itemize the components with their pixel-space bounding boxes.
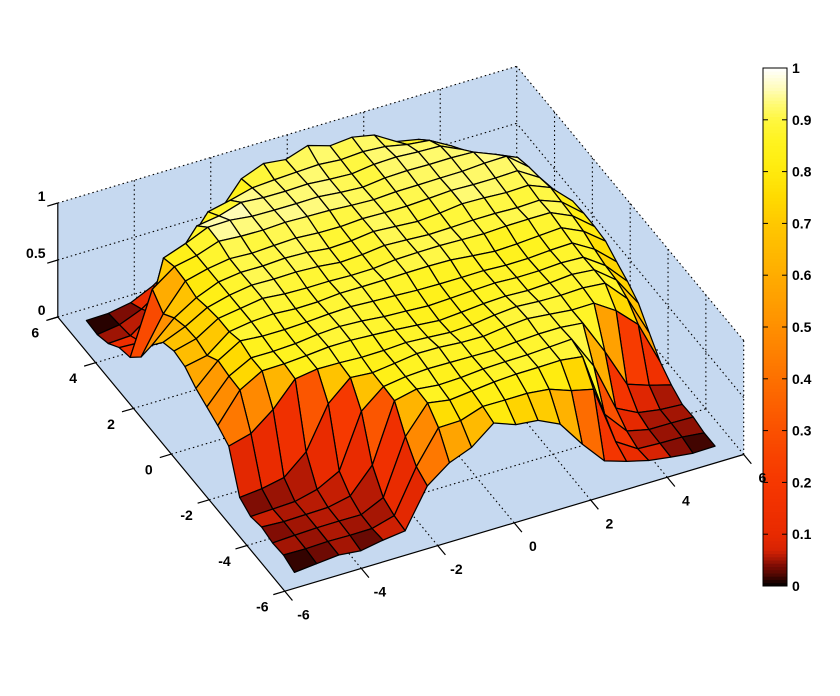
svg-text:4: 4 — [682, 493, 690, 509]
svg-text:0.4: 0.4 — [792, 371, 812, 387]
svg-text:2: 2 — [606, 515, 614, 531]
svg-text:0.1: 0.1 — [792, 526, 812, 542]
svg-text:0.5: 0.5 — [26, 245, 46, 261]
svg-text:0.6: 0.6 — [792, 267, 812, 283]
svg-text:0.9: 0.9 — [792, 112, 812, 128]
svg-text:-2: -2 — [450, 561, 463, 577]
svg-text:-6: -6 — [297, 606, 310, 622]
svg-text:2: 2 — [107, 416, 115, 432]
svg-text:4: 4 — [69, 370, 77, 386]
svg-text:0.7: 0.7 — [792, 215, 812, 231]
svg-text:-6: -6 — [256, 599, 269, 615]
svg-text:0: 0 — [145, 462, 153, 478]
svg-text:6: 6 — [759, 470, 767, 486]
svg-text:-4: -4 — [218, 553, 231, 569]
svg-text:1: 1 — [792, 60, 800, 76]
svg-text:0: 0 — [38, 302, 46, 318]
svg-text:0: 0 — [792, 578, 800, 594]
svg-text:0.2: 0.2 — [792, 474, 812, 490]
svg-text:-4: -4 — [374, 584, 387, 600]
svg-text:-2: -2 — [180, 507, 193, 523]
svg-text:1: 1 — [38, 188, 46, 204]
svg-text:0: 0 — [529, 538, 537, 554]
svg-text:0.8: 0.8 — [792, 164, 812, 180]
svg-text:0.5: 0.5 — [792, 319, 812, 335]
svg-text:6: 6 — [31, 324, 39, 340]
svg-text:0.3: 0.3 — [792, 423, 812, 439]
